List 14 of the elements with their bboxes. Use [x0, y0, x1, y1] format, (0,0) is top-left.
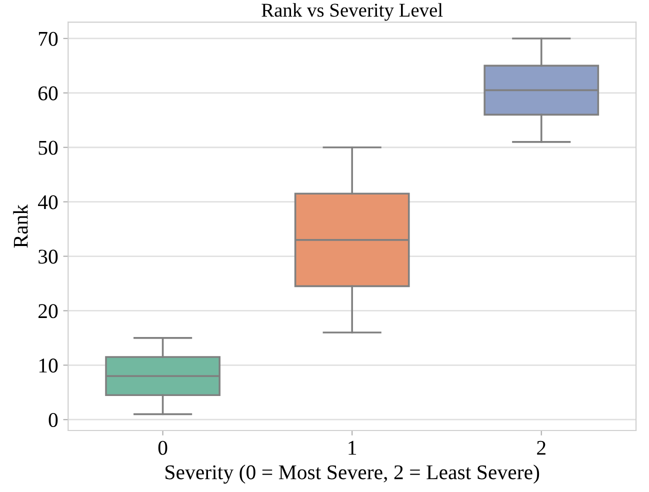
y-tick-label: 40 [38, 195, 58, 210]
x-tick-label: 1 [348, 440, 356, 455]
y-tick-label: 70 [38, 32, 58, 46]
y-tick-label: 60 [38, 86, 58, 100]
y-axis-title: Rank [13, 204, 28, 248]
y-tick-label: 20 [38, 304, 58, 318]
x-tick-label: 0 [158, 440, 168, 455]
y-tick-label: 50 [38, 140, 58, 155]
x-axis-title: Severity (0 = Most Severe, 2 = Least Severe) [166, 464, 540, 484]
y-tick-label: 30 [38, 250, 58, 264]
x-tick-label: 2 [537, 440, 546, 455]
y-tick-label: 0 [48, 412, 58, 428]
y-tick-label: 10 [39, 358, 58, 373]
chart-title: Rank vs Severity Level [262, 3, 443, 21]
